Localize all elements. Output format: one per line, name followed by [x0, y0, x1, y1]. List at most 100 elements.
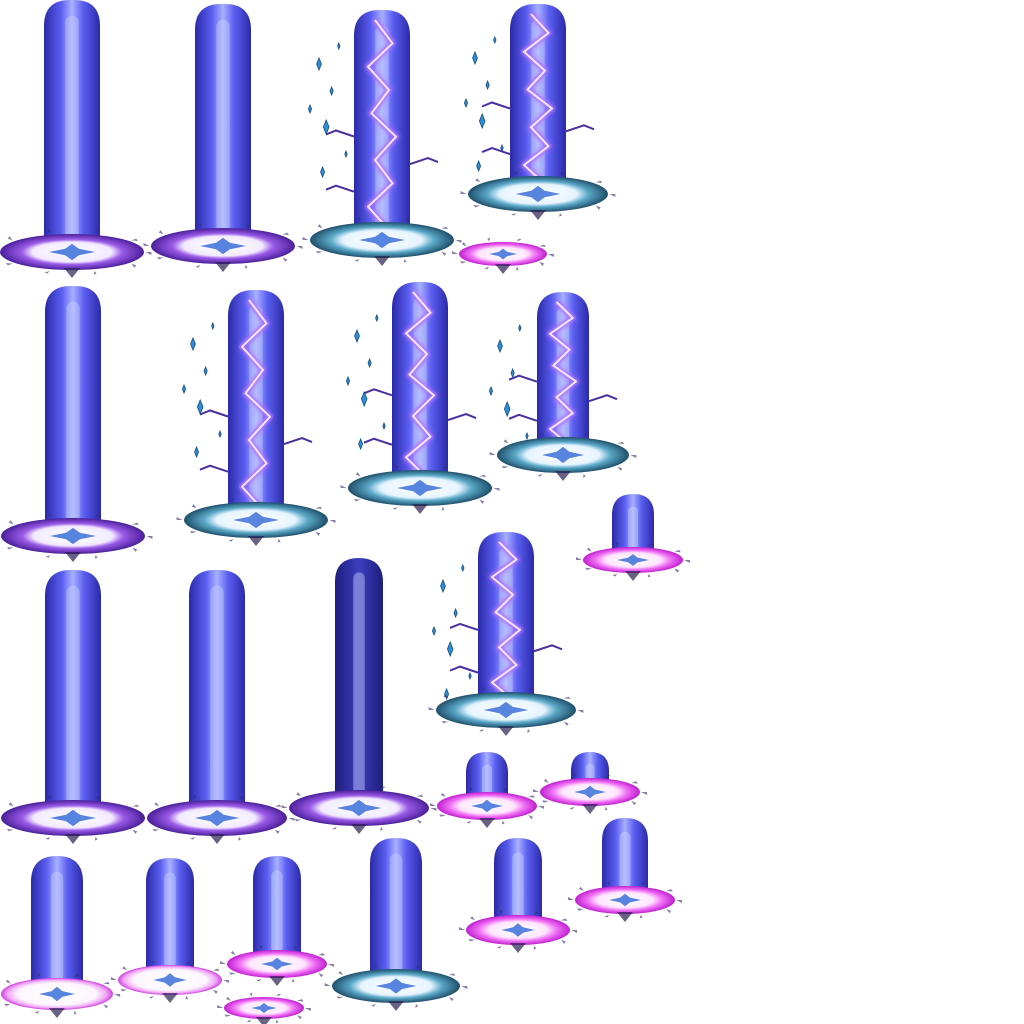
frame-7: [176, 290, 336, 546]
ring-spike: [612, 573, 618, 577]
sparkle-icon: [375, 313, 379, 323]
ring-drip: [65, 834, 81, 844]
frame-9: [488, 292, 637, 481]
ring-spike: [586, 547, 592, 552]
ring-spike: [563, 696, 571, 700]
ring-spike: [469, 787, 473, 792]
ring-spike: [131, 238, 139, 242]
ring-spike: [151, 960, 155, 965]
ring-drip: [215, 262, 231, 272]
ring-spike: [6, 546, 14, 550]
ring-spike: [666, 909, 672, 914]
ring-spike: [73, 1010, 77, 1015]
ring-spike: [604, 806, 608, 811]
ring-spike: [528, 815, 534, 820]
ring-spike: [259, 945, 263, 950]
ring-spike: [441, 506, 445, 511]
ring-emblem-icon: [471, 799, 503, 813]
ring-spike: [515, 266, 519, 271]
ring-spike: [403, 258, 407, 263]
ring-spike: [533, 789, 539, 792]
ring-drip: [555, 471, 571, 481]
ring-spike: [514, 171, 517, 176]
ring-spike: [528, 688, 533, 692]
ring-drip: [209, 834, 225, 844]
sparkle-icon: [440, 578, 446, 594]
ring-spike: [380, 826, 383, 831]
ring-spike: [460, 191, 467, 194]
ring-spike: [212, 989, 218, 994]
ring-emblem-icon: [574, 785, 606, 799]
ring-spike: [373, 964, 377, 969]
light-beam: [195, 4, 251, 244]
ring-spike: [94, 554, 98, 559]
sparkle-icon: [468, 671, 472, 681]
sparkle-icon: [485, 79, 490, 91]
light-beam: [335, 558, 383, 806]
ring-spike: [357, 217, 361, 222]
frame-17: [1, 856, 121, 1018]
ring-emblem-icon: [501, 923, 535, 937]
ring-emblem-icon: [515, 185, 561, 203]
ring-spike: [229, 972, 236, 975]
ring-spike: [641, 792, 647, 795]
ring-spike: [559, 212, 562, 217]
frame-2: [143, 4, 303, 272]
ring-spike: [152, 828, 160, 832]
ring-spike: [468, 939, 476, 942]
sparkle-icon: [211, 321, 215, 331]
ring-spike: [443, 694, 449, 699]
energy-tendril: [409, 157, 439, 166]
sparkle-icon: [194, 445, 200, 459]
ring-spike: [276, 993, 282, 997]
frame-18: [110, 858, 230, 1003]
ring-spike: [195, 264, 201, 268]
ring-spike: [5, 979, 11, 984]
ring-emblem-icon: [49, 809, 97, 827]
ring-spike: [296, 792, 302, 797]
ring-spike: [44, 270, 50, 274]
frame-22: [458, 838, 578, 953]
sparkle-icon: [525, 431, 529, 441]
sparkle-icon: [476, 159, 482, 173]
ring-spike: [583, 433, 589, 437]
lightning-bolt: [549, 301, 577, 446]
ring-spike: [328, 964, 334, 967]
ring-drip: [495, 264, 511, 274]
ring-spike: [296, 246, 303, 249]
ring-spike: [416, 794, 424, 798]
ring-spike: [228, 538, 234, 542]
ring-spike: [395, 465, 399, 470]
ring-spike: [274, 829, 280, 834]
ring-spike: [540, 432, 544, 437]
light-beam: [44, 0, 100, 250]
ring-emblem-icon: [39, 986, 75, 1002]
lightning-bolt: [491, 541, 521, 701]
ring-spike: [571, 930, 578, 933]
ring-spike: [428, 707, 435, 710]
ring-spike: [47, 229, 51, 234]
ring-spike: [542, 800, 549, 803]
ring-spike: [132, 804, 140, 808]
ring-spike: [132, 522, 140, 526]
sparkle-icon: [382, 421, 386, 431]
ring-spike: [94, 836, 98, 841]
energy-tendril: [533, 644, 563, 653]
beam-highlight: [164, 872, 176, 969]
ring-spike: [45, 836, 51, 840]
frame-13: [281, 558, 437, 834]
ring-spike: [560, 918, 568, 921]
sparkle-icon: [510, 367, 515, 379]
ring-spike: [282, 232, 290, 236]
ring-spike: [246, 1019, 252, 1023]
ring-spike: [441, 226, 449, 230]
ring-spike: [329, 520, 336, 523]
sparkle-icon: [337, 41, 341, 51]
ring-spike: [249, 992, 253, 997]
ring-spike: [441, 251, 447, 256]
sparkle-icon: [461, 563, 465, 573]
ring-spike: [572, 773, 576, 778]
ring-emblem-icon: [199, 237, 247, 255]
ring-spike: [528, 795, 535, 798]
ring-spike: [148, 995, 154, 999]
